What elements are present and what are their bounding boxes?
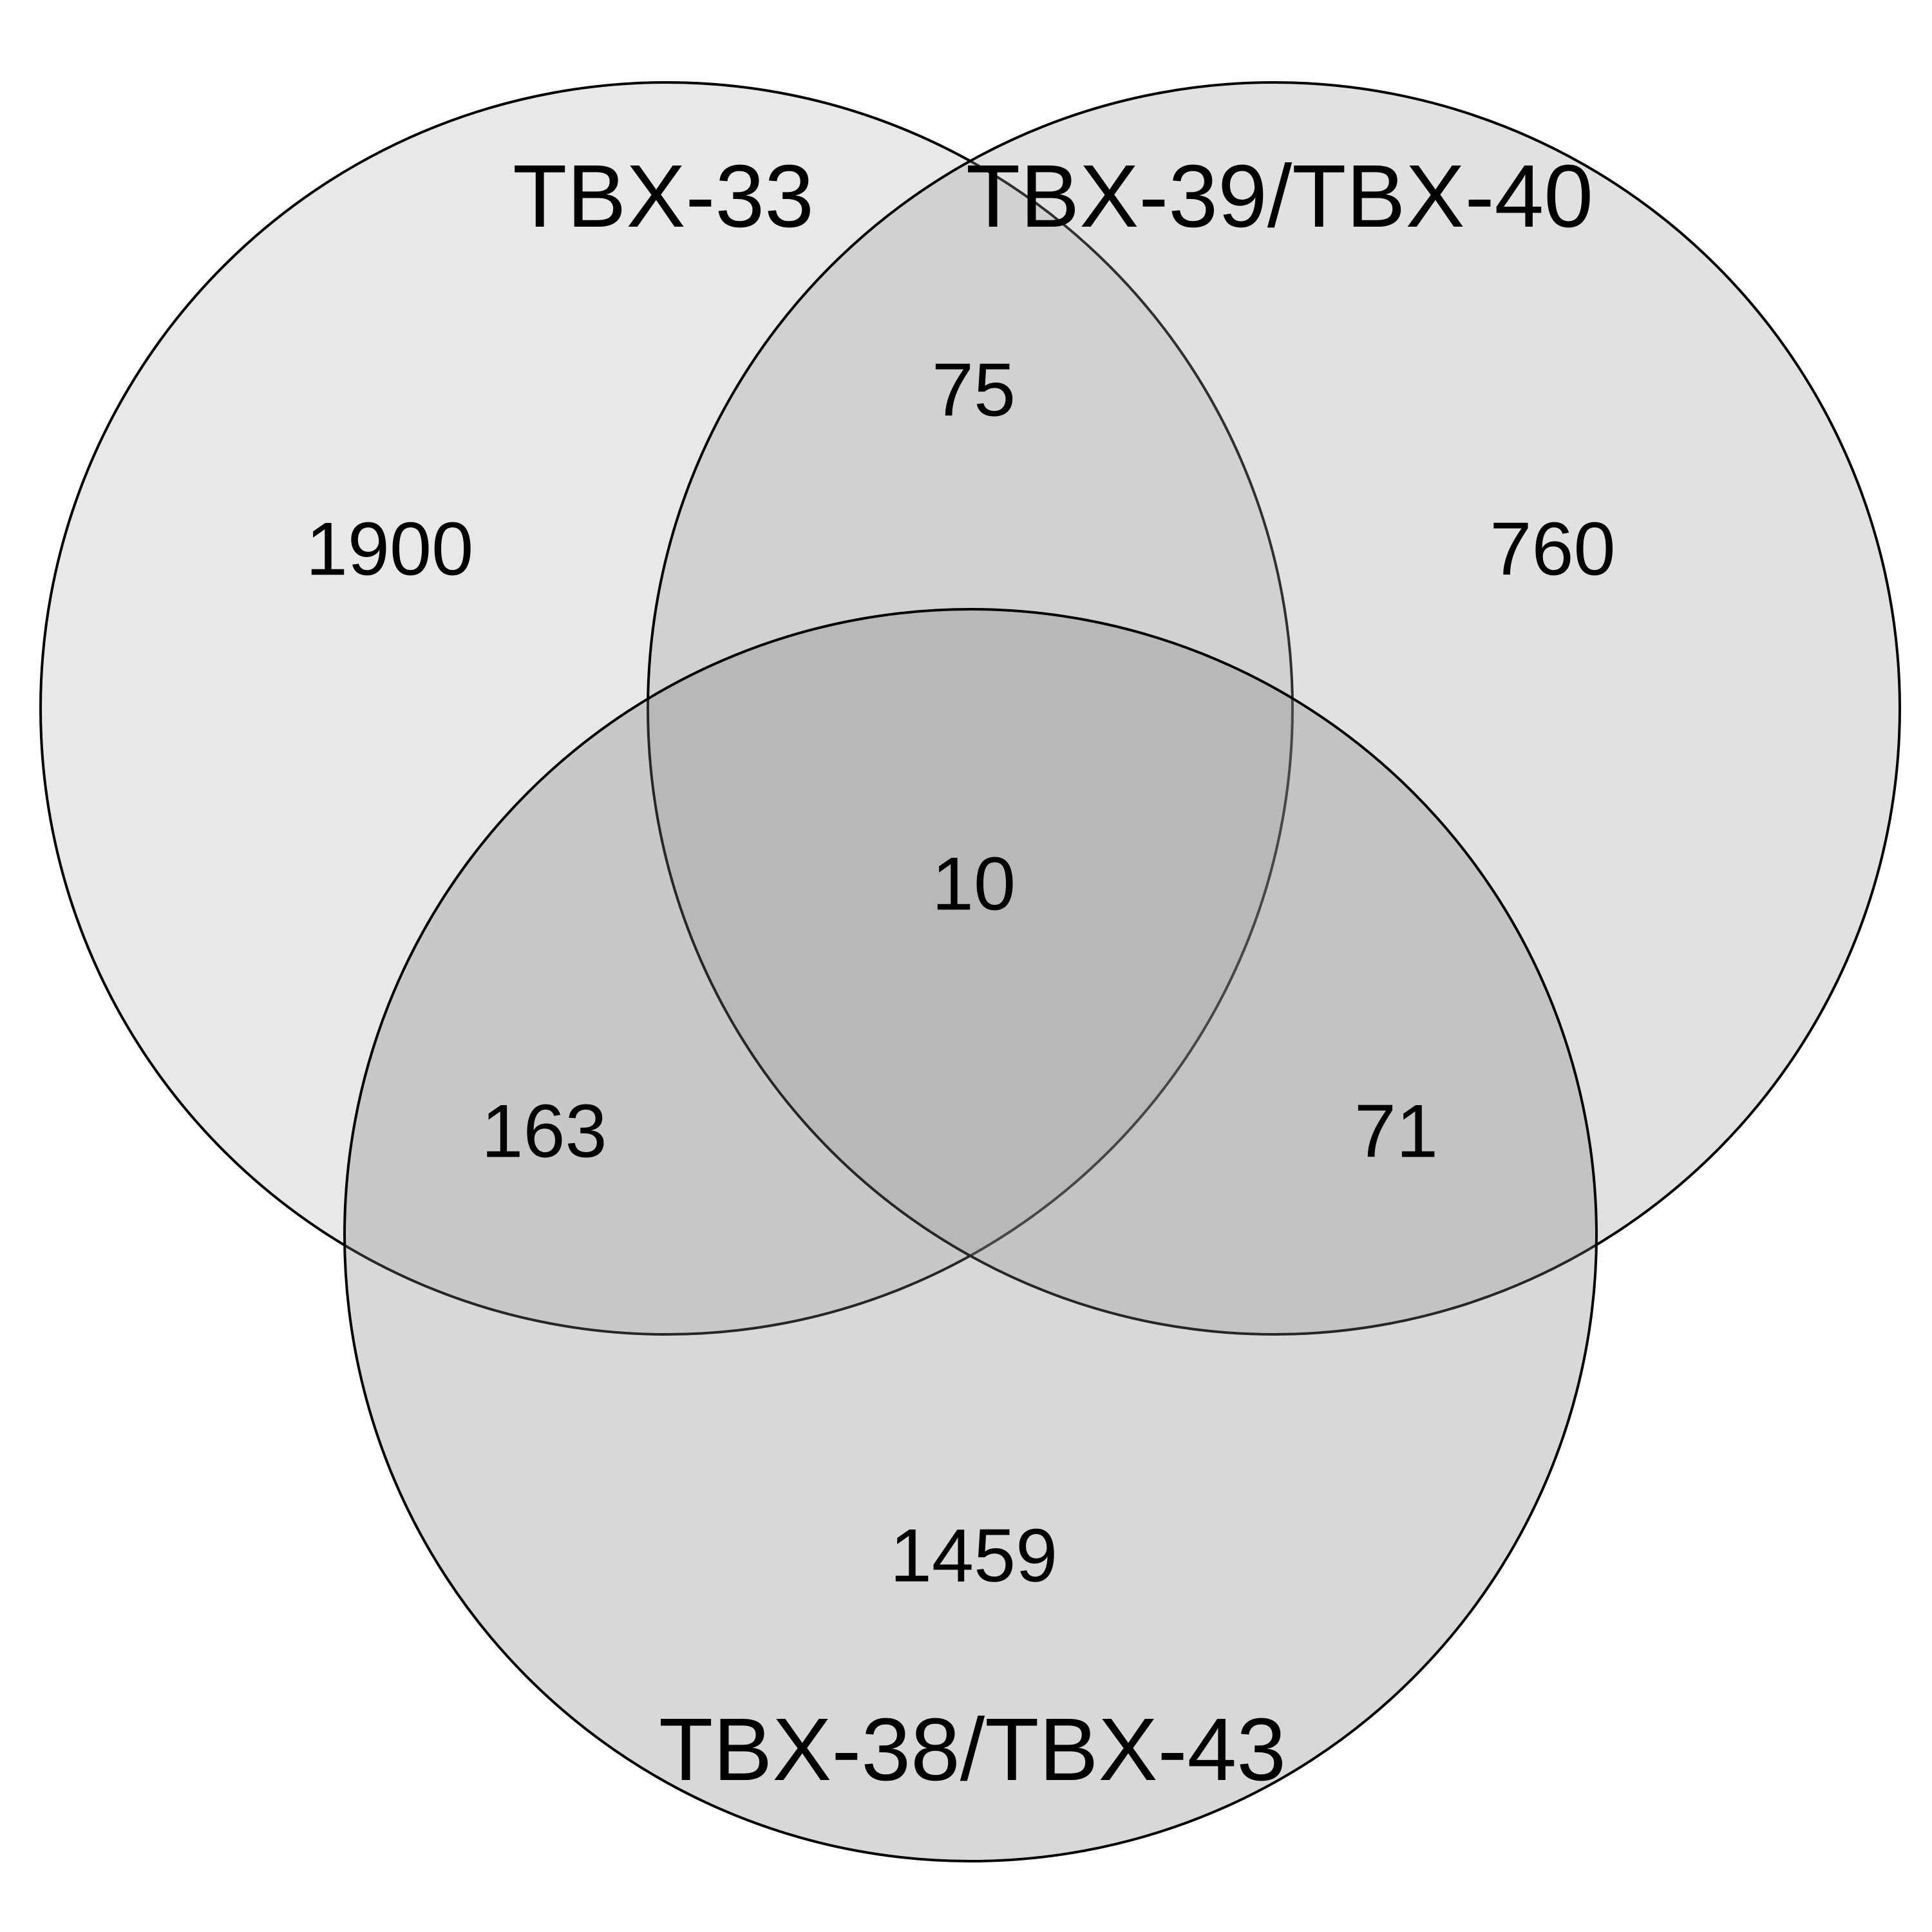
count-tbx-33-only: 1900: [306, 507, 473, 591]
set-label-tbx-39-tbx-40: TBX-39/TBX-40: [966, 147, 1593, 246]
set-label-tbx-38-tbx-43: TBX-38/TBX-43: [659, 1700, 1286, 1799]
count-tbx-39-40-only: 760: [1490, 507, 1615, 591]
count-all-three: 10: [932, 842, 1016, 926]
count-tbx-33-and-tbx-39-40: 75: [932, 348, 1016, 432]
count-tbx-39-40-and-tbx-38-43: 71: [1354, 1089, 1438, 1173]
count-tbx-38-43-only: 1459: [890, 1513, 1057, 1598]
set-label-tbx-33: TBX-33: [513, 147, 814, 246]
count-tbx-33-and-tbx-38-43: 163: [481, 1089, 607, 1173]
circle-tbx-38-tbx-43: [345, 609, 1596, 1861]
